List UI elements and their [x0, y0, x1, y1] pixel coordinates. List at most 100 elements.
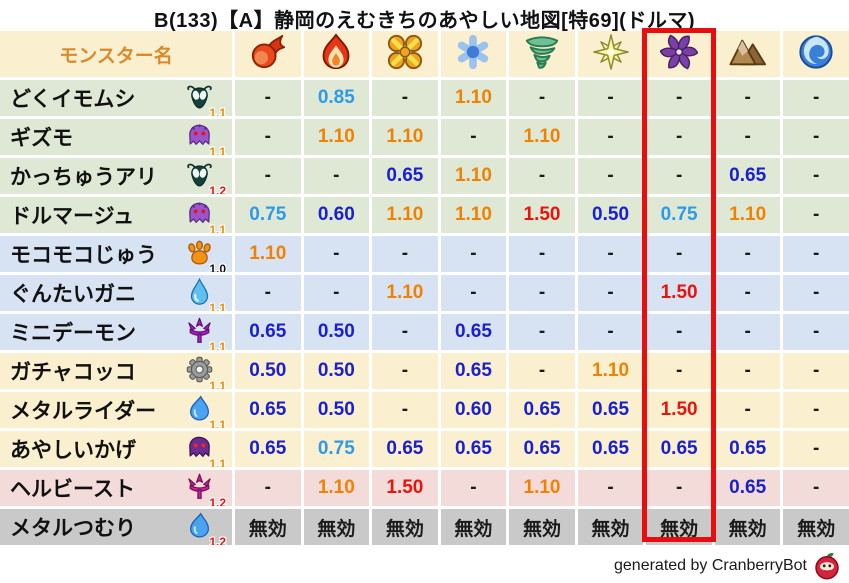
earth-icon — [729, 33, 767, 76]
ice-icon — [454, 33, 492, 76]
monster-name: ミニデーモン — [10, 322, 136, 345]
multiplier-cell: - — [303, 275, 370, 311]
multiplier-cell: - — [577, 314, 644, 350]
dark-icon — [658, 33, 700, 76]
multiplier-cell: - — [372, 80, 438, 116]
multiplier-cell: - — [372, 392, 438, 428]
multiplier-cell: - — [714, 119, 781, 155]
multiplier-cell: 無効 — [783, 509, 849, 545]
multiplier-cell: 0.65 — [577, 392, 644, 428]
multiplier-cell: - — [577, 236, 644, 272]
monster-name-cell: ヘルビースト 1.2 — [0, 470, 232, 506]
monster-level: 1.1 — [209, 340, 226, 350]
multiplier-cell: 1.10 — [235, 236, 301, 272]
column-header-ice — [440, 31, 507, 77]
multiplier-cell: 1.10 — [372, 197, 438, 233]
multiplier-cell: - — [783, 197, 849, 233]
multiplier-cell: 0.65 — [235, 314, 301, 350]
monster-name: あやしいかげ — [10, 439, 136, 462]
multiplier-cell: - — [783, 314, 849, 350]
monster-name-cell: メタルつむり 1.2 — [0, 509, 232, 545]
multiplier-cell: 1.10 — [714, 197, 781, 233]
multiplier-cell: 0.65 — [714, 470, 781, 506]
multiplier-cell: - — [646, 158, 712, 194]
credit-footer: generated by CranberryBot — [614, 552, 841, 580]
multiplier-cell: - — [646, 314, 712, 350]
multiplier-cell: 0.65 — [235, 392, 301, 428]
multiplier-cell: 1.10 — [577, 353, 644, 389]
multiplier-cell: - — [714, 236, 781, 272]
cranberry-bot-icon — [813, 552, 841, 580]
multiplier-cell: 1.10 — [509, 119, 575, 155]
multiplier-cell: - — [440, 275, 507, 311]
monster-name: ぐんたいガニ — [10, 283, 136, 306]
multiplier-cell: 無効 — [440, 509, 507, 545]
multiplier-cell: 無効 — [372, 509, 438, 545]
multiplier-cell: 1.10 — [440, 158, 507, 194]
multiplier-cell: 1.50 — [509, 197, 575, 233]
multiplier-cell: - — [714, 392, 781, 428]
multiplier-cell: - — [440, 470, 507, 506]
multiplier-cell: - — [372, 236, 438, 272]
monster-level: 1.1 — [209, 106, 226, 116]
multiplier-cell: 無効 — [509, 509, 575, 545]
multiplier-cell: - — [646, 236, 712, 272]
monster-name: メタルライダー — [10, 400, 157, 423]
monster-name: ガチャコッコ — [10, 361, 136, 384]
multiplier-cell: 1.10 — [303, 119, 370, 155]
multiplier-cell: 1.10 — [509, 470, 575, 506]
multiplier-cell: 0.50 — [235, 353, 301, 389]
fire-orb-icon — [249, 33, 287, 76]
multiplier-cell: - — [235, 80, 301, 116]
multiplier-cell: 0.75 — [303, 431, 370, 467]
multiplier-cell: - — [646, 470, 712, 506]
monster-name-header: モンスター名 — [0, 31, 232, 77]
multiplier-cell: - — [303, 236, 370, 272]
monster-name-cell: ぐんたいガニ 1.1 — [0, 275, 232, 311]
column-header-flame — [303, 31, 370, 77]
monster-level: 1.1 — [209, 379, 226, 389]
multiplier-cell: 1.10 — [440, 197, 507, 233]
multiplier-cell: 無効 — [646, 509, 712, 545]
monster-name-cell: ミニデーモン 1.1 — [0, 314, 232, 350]
monster-level: 1.2 — [209, 535, 226, 545]
multiplier-cell: 0.65 — [646, 431, 712, 467]
multiplier-cell: 0.65 — [235, 431, 301, 467]
ghost-icon: 1.1 — [186, 122, 226, 155]
monster-level: 1.2 — [209, 184, 226, 194]
multiplier-cell: 1.50 — [646, 275, 712, 311]
multiplier-cell: 1.10 — [372, 119, 438, 155]
column-header-fire-orb — [235, 31, 301, 77]
monster-name: ギズモ — [10, 127, 73, 150]
slime-icon: 1.2 — [186, 512, 226, 545]
monster-name: メタルつむり — [10, 517, 136, 540]
multiplier-cell: - — [235, 470, 301, 506]
monster-name: ヘルビースト — [10, 478, 135, 501]
multiplier-cell: 0.65 — [440, 353, 507, 389]
multiplier-cell: - — [577, 158, 644, 194]
multiplier-cell: 無効 — [303, 509, 370, 545]
water-icon — [797, 33, 835, 76]
multiplier-cell: - — [509, 80, 575, 116]
multiplier-cell: - — [577, 80, 644, 116]
multiplier-cell: 無効 — [577, 509, 644, 545]
gear-icon: 1.1 — [186, 356, 226, 389]
page-title: B(133)【A】静岡のえむきちのあやしい地図[特69](ドルマ) — [154, 10, 695, 32]
multiplier-cell: - — [577, 470, 644, 506]
multiplier-cell: 0.65 — [714, 431, 781, 467]
multiplier-cell: - — [509, 275, 575, 311]
multiplier-table: モンスター名 どくイモムシ 1.1-0.85-1.10- - - - - ギズモ 1.1-1.… — [0, 31, 849, 545]
monster-level: 1.1 — [209, 301, 226, 311]
multiplier-cell: - — [646, 119, 712, 155]
multiplier-cell: 0.75 — [646, 197, 712, 233]
multiplier-cell: 0.60 — [440, 392, 507, 428]
multiplier-cell: 0.65 — [714, 158, 781, 194]
ghost-icon: 1.1 — [186, 200, 226, 233]
multiplier-cell: 0.65 — [509, 431, 575, 467]
multiplier-cell: - — [509, 314, 575, 350]
multiplier-cell: - — [577, 119, 644, 155]
column-header-earth — [714, 31, 781, 77]
multiplier-cell: 0.50 — [577, 197, 644, 233]
bug-icon: 1.1 — [186, 83, 226, 116]
trident-magenta-icon: 1.2 — [186, 473, 226, 506]
